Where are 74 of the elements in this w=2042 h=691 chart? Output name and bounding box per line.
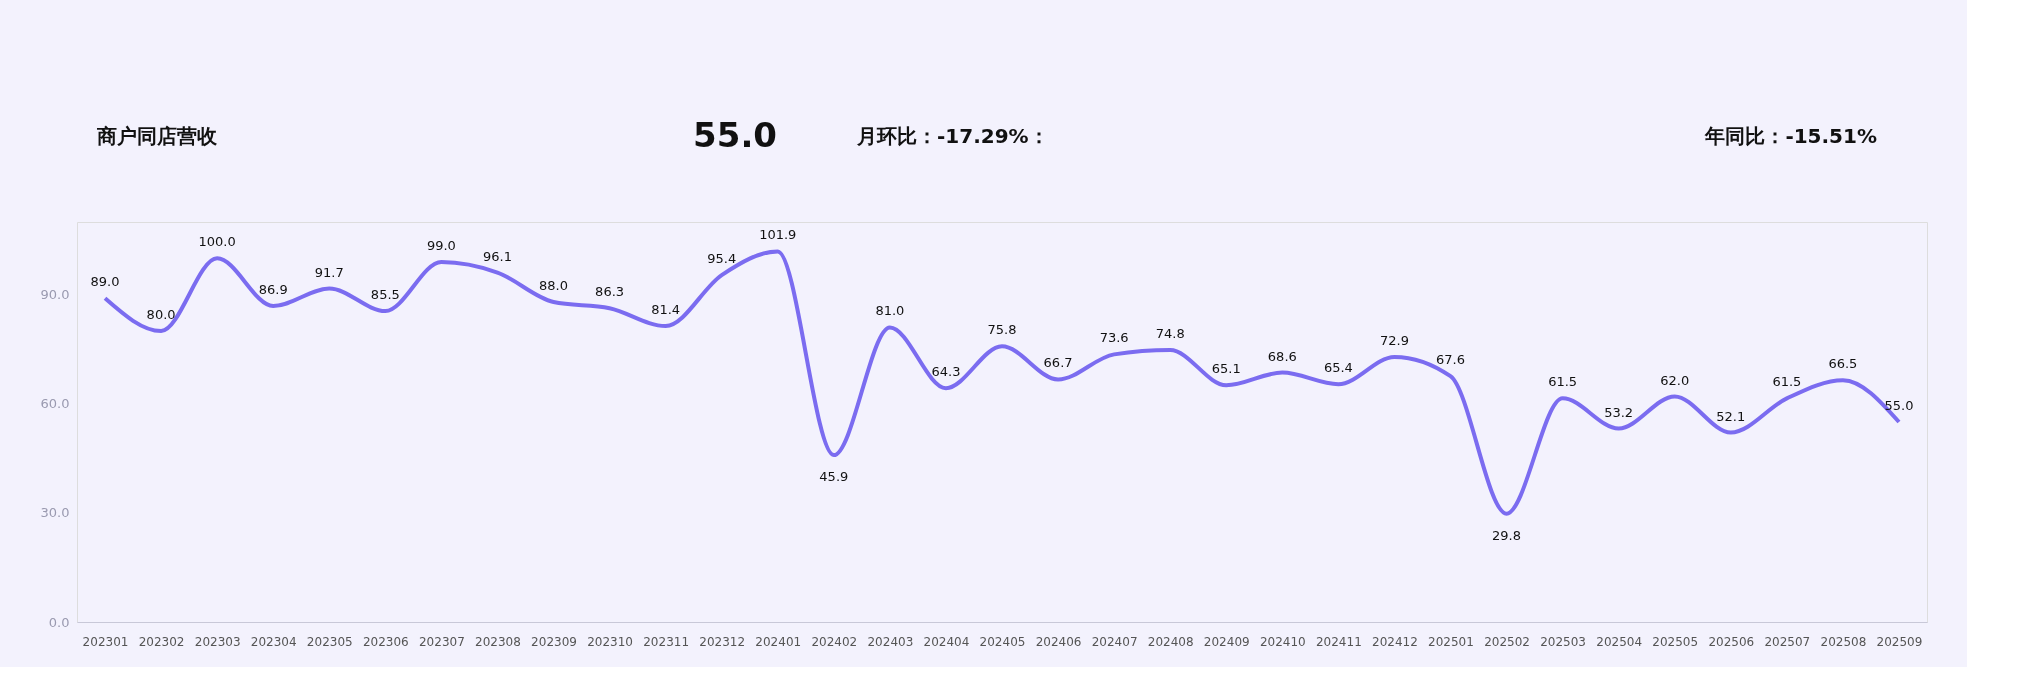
data-label: 65.1: [1211, 361, 1241, 377]
data-label: 73.6: [1099, 330, 1129, 346]
data-label: 61.5: [1548, 374, 1578, 390]
y-tick-label: 60.0: [40, 396, 70, 412]
x-tick-label: 202406: [1035, 634, 1082, 649]
data-label: 91.7: [314, 264, 344, 280]
data-label: 52.1: [1716, 408, 1746, 424]
data-label: 81.0: [875, 303, 905, 319]
text: 商户同店营收: [96, 124, 218, 148]
data-label: 29.8: [1492, 527, 1522, 543]
y-tick-label: 0.0: [48, 614, 70, 630]
data-label: 89.0: [90, 274, 120, 290]
y-tick-label: 30.0: [40, 505, 70, 521]
x-tick-label: 202407: [1091, 634, 1138, 649]
x-tick-label: 202304: [250, 634, 297, 649]
x-tick-label: 202307: [418, 634, 465, 649]
x-tick-label: 202312: [699, 634, 746, 649]
x-tick-label: 202305: [306, 634, 353, 649]
data-label: 62.0: [1660, 372, 1690, 388]
data-label: 66.7: [1043, 355, 1073, 371]
x-tick-label: 202503: [1540, 634, 1587, 649]
x-tick-label: 202411: [1315, 634, 1362, 649]
x-tick-label: 202308: [475, 634, 521, 649]
data-label: 100.0: [198, 234, 236, 250]
data-label: 75.8: [987, 322, 1017, 338]
data-label: 85.5: [370, 287, 400, 303]
x-tick-label: 202302: [138, 634, 185, 649]
data-label: 95.4: [707, 251, 737, 267]
data-label: 101.9: [759, 227, 797, 243]
data-label: 88.0: [539, 278, 568, 293]
x-tick-label: 202409: [1203, 634, 1250, 649]
x-tick-label: 202507: [1764, 634, 1811, 649]
x-tick-label: 202306: [362, 634, 409, 649]
x-tick-label: 202410: [1259, 634, 1306, 649]
x-tick-label: 202405: [979, 634, 1026, 649]
x-tick-label: 202509: [1876, 634, 1923, 649]
data-label: 96.1: [482, 248, 512, 264]
x-tick-label: 202502: [1484, 634, 1530, 649]
data-label: 68.6: [1267, 348, 1297, 364]
data-label: 67.6: [1436, 352, 1465, 368]
x-tick-label: 202301: [82, 634, 129, 649]
data-label: 72.9: [1379, 332, 1409, 348]
x-tick-label: 202412: [1372, 634, 1418, 649]
data-label: 81.4: [651, 302, 681, 317]
data-label: 86.9: [258, 282, 288, 297]
data-label: 64.3: [931, 364, 961, 380]
x-tick-label: 202310: [587, 634, 633, 649]
x-tick-label: 202404: [923, 634, 970, 649]
x-tick-label: 202401: [755, 634, 802, 649]
data-label: 66.5: [1828, 356, 1858, 372]
x-tick-label: 202303: [194, 634, 241, 649]
text: 55.0: [693, 115, 777, 155]
data-label: 65.4: [1323, 360, 1353, 376]
data-label: 74.8: [1155, 326, 1185, 341]
x-tick-label: 202501: [1428, 634, 1474, 649]
data-label: 99.0: [426, 238, 456, 253]
data-label: 45.9: [819, 469, 849, 485]
x-tick-label: 202311: [643, 634, 690, 649]
data-label: 86.3: [595, 284, 625, 300]
data-label: 80.0: [146, 307, 176, 323]
x-tick-label: 202403: [867, 634, 914, 649]
data-label: 53.2: [1604, 404, 1634, 420]
x-tick-label: 202506: [1708, 634, 1755, 649]
x-tick-label: 202402: [811, 634, 858, 649]
x-tick-label: 202508: [1820, 634, 1867, 649]
data-label: 55.0: [1884, 398, 1914, 413]
y-tick-label: 90.0: [40, 287, 70, 303]
x-tick-label: 202504: [1596, 634, 1643, 649]
x-tick-label: 202505: [1652, 634, 1699, 649]
text: 年同比：-15.51%: [1704, 124, 1877, 148]
x-tick-label: 202309: [531, 634, 577, 649]
data-label: 61.5: [1772, 374, 1802, 390]
x-tick-label: 202408: [1147, 634, 1194, 649]
text: 月环比：-17.29%：: [856, 124, 1049, 148]
